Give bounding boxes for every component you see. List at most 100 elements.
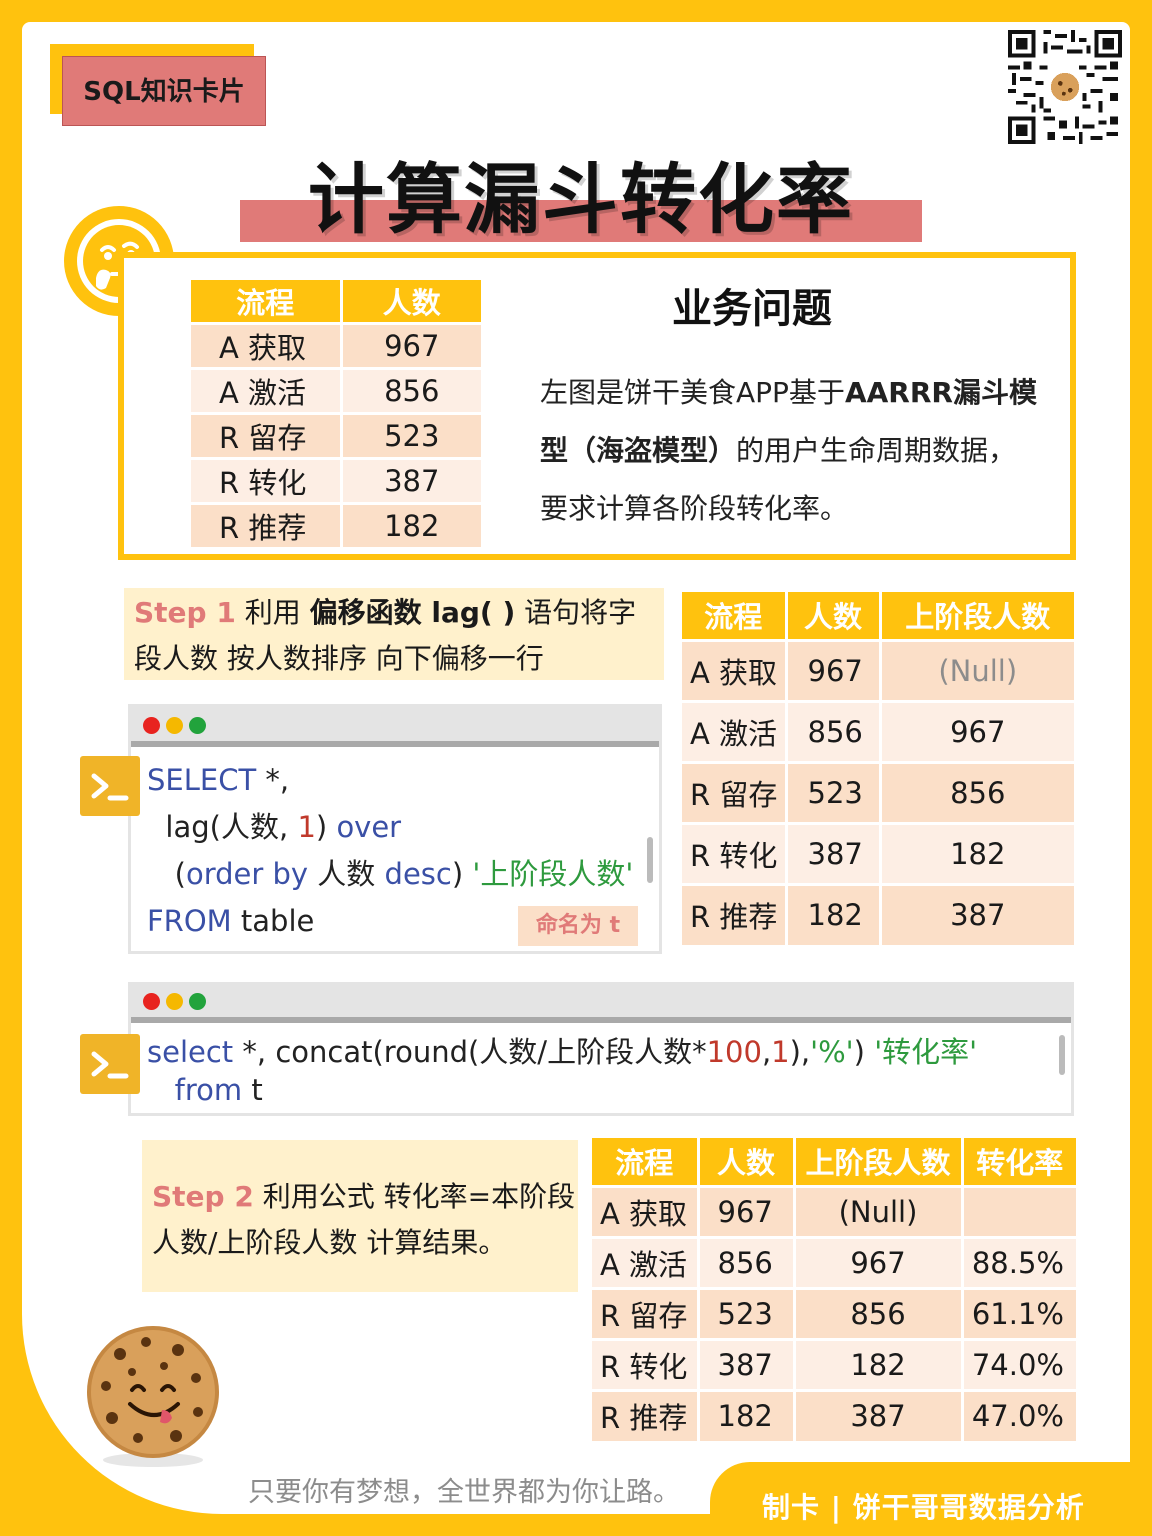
table-row: R 留存 523 bbox=[191, 412, 481, 459]
table-row: A 获取 967 bbox=[191, 322, 481, 369]
stage-cell: A 激活 bbox=[682, 699, 788, 762]
table-row: R 转化 387 bbox=[191, 457, 481, 504]
title-underline bbox=[240, 200, 922, 242]
table-header: 人数 bbox=[341, 280, 481, 324]
count-cell: 182 bbox=[786, 882, 882, 945]
code-text: *, bbox=[256, 763, 290, 797]
stage-cell: A 获取 bbox=[682, 638, 788, 701]
window-dots-icon bbox=[143, 993, 160, 1010]
step1-label: Step 1 bbox=[134, 596, 236, 629]
stage-cell: A 获取 bbox=[191, 322, 343, 369]
prev-count-cell: 182 bbox=[880, 821, 1074, 884]
footer-strip bbox=[710, 1462, 1152, 1536]
code-text bbox=[147, 1073, 175, 1107]
scrollbar[interactable] bbox=[647, 837, 653, 883]
window-dots-icon bbox=[166, 993, 183, 1010]
stage-cell: R 留存 bbox=[682, 760, 788, 823]
category-badge: SQL知识卡片 bbox=[62, 56, 266, 126]
rate-cell bbox=[962, 1184, 1076, 1237]
code-text: t bbox=[242, 1073, 263, 1107]
table-row: R 转化 387 182 74.0% bbox=[592, 1337, 1076, 1390]
step2-text: 利用公式 转化率=本阶段人数/上阶段人数 计算结果。 bbox=[152, 1180, 576, 1259]
stage-cell: A 获取 bbox=[592, 1184, 700, 1237]
code-keyword: desc bbox=[384, 857, 452, 891]
code-number: 100 bbox=[706, 1035, 762, 1069]
table-header: 流程 bbox=[592, 1138, 700, 1186]
count-cell: 856 bbox=[341, 367, 481, 414]
qr-code-icon[interactable] bbox=[1006, 30, 1124, 144]
table-row: A 获取 967 (Null) bbox=[592, 1184, 1076, 1237]
prev-count-cell: 967 bbox=[880, 699, 1074, 762]
count-cell: 967 bbox=[786, 638, 882, 701]
code-string: '%' bbox=[810, 1035, 854, 1069]
table-header: 上阶段人数 bbox=[794, 1138, 964, 1186]
terminal-icon bbox=[80, 1034, 140, 1094]
business-description: 左图是饼干美食APP基于AARRR漏斗模型（海盗模型）的用户生命周期数据，要求计… bbox=[540, 364, 1040, 538]
window-dots-icon bbox=[143, 717, 160, 734]
code-keyword: from bbox=[174, 1073, 243, 1107]
rate-cell: 61.1% bbox=[962, 1286, 1076, 1339]
prev-count-cell: 856 bbox=[794, 1286, 964, 1339]
window-dots-icon bbox=[189, 717, 206, 734]
prev-count-cell: (Null) bbox=[880, 638, 1074, 701]
business-text-part: 左图是饼干美食APP基于 bbox=[540, 376, 845, 409]
code-text: ), bbox=[789, 1035, 811, 1069]
code-text: 人数 bbox=[308, 857, 385, 891]
stage-cell: R 留存 bbox=[191, 412, 343, 459]
rename-tag: 命名为 t bbox=[518, 906, 638, 946]
count-cell: 967 bbox=[698, 1184, 796, 1237]
cookie-mascot-icon bbox=[80, 1320, 226, 1470]
conversion-result-table: 流程 人数 上阶段人数 转化率 A 获取 967 (Null) A 激活 856 967… bbox=[592, 1138, 1076, 1441]
code-keyword: order by bbox=[185, 857, 309, 891]
table-header: 转化率 bbox=[962, 1138, 1076, 1186]
table-row: A 激活 856 bbox=[191, 367, 481, 414]
count-cell: 182 bbox=[341, 502, 481, 547]
code-text: table bbox=[231, 904, 315, 938]
rate-cell: 88.5% bbox=[962, 1235, 1076, 1288]
stage-cell: R 推荐 bbox=[682, 882, 788, 945]
lag-result-table: 流程 人数 上阶段人数 A 获取 967 (Null) A 激活 856 967 R 留… bbox=[682, 592, 1074, 945]
table-row: R 推荐 182 bbox=[191, 502, 481, 547]
stage-cell: A 激活 bbox=[592, 1235, 700, 1288]
window-dots-icon bbox=[166, 717, 183, 734]
code-keyword: FROM bbox=[147, 904, 232, 938]
stage-cell: R 推荐 bbox=[191, 502, 343, 547]
table-header: 流程 bbox=[682, 592, 788, 640]
table-header: 上阶段人数 bbox=[880, 592, 1074, 640]
count-cell: 856 bbox=[698, 1235, 796, 1288]
code-text: ) bbox=[451, 857, 473, 891]
page-title: 计算漏斗转化率 bbox=[308, 155, 854, 244]
code-keyword: SELECT bbox=[147, 763, 257, 797]
table-row: R 留存 523 856 bbox=[682, 760, 1074, 823]
stage-cell: A 激活 bbox=[191, 367, 343, 414]
count-cell: 523 bbox=[698, 1286, 796, 1339]
code-text: lag(人数, bbox=[147, 810, 298, 844]
count-cell: 523 bbox=[786, 760, 882, 823]
prev-count-cell: 856 bbox=[880, 760, 1074, 823]
code-string: '转化率' bbox=[874, 1035, 978, 1069]
code-text: ) bbox=[315, 810, 337, 844]
code-number: 1 bbox=[297, 810, 316, 844]
step1-text: 利用 bbox=[235, 596, 310, 629]
business-heading: 业务问题 bbox=[672, 286, 832, 332]
table-row: A 获取 967 (Null) bbox=[682, 638, 1074, 701]
code-block: SELECT *, lag(人数, 1) over (order by 人数 d… bbox=[147, 757, 633, 945]
table-row: R 推荐 182 387 bbox=[682, 882, 1074, 945]
prev-count-cell: 182 bbox=[794, 1337, 964, 1390]
step2-box: Step 2 利用公式 转化率=本阶段人数/上阶段人数 计算结果。 bbox=[142, 1140, 578, 1292]
scrollbar[interactable] bbox=[1059, 1035, 1065, 1075]
window-titlebar bbox=[131, 985, 1071, 1023]
count-cell: 856 bbox=[786, 699, 882, 762]
table-row: A 激活 856 967 bbox=[682, 699, 1074, 762]
stage-cell: R 留存 bbox=[592, 1286, 700, 1339]
table-row: R 推荐 182 387 47.0% bbox=[592, 1388, 1076, 1441]
code-string: '上阶段人数' bbox=[472, 857, 634, 891]
code-text: ( bbox=[147, 857, 186, 891]
code-number: 1 bbox=[771, 1035, 790, 1069]
prev-count-cell: 387 bbox=[794, 1388, 964, 1441]
table-header: 人数 bbox=[698, 1138, 796, 1186]
code-window-concat: select *, concat(round(人数/上阶段人数*100,1),'… bbox=[128, 982, 1074, 1116]
stage-cell: R 转化 bbox=[592, 1337, 700, 1390]
code-text: ) bbox=[853, 1035, 875, 1069]
prev-count-cell: (Null) bbox=[794, 1184, 964, 1237]
